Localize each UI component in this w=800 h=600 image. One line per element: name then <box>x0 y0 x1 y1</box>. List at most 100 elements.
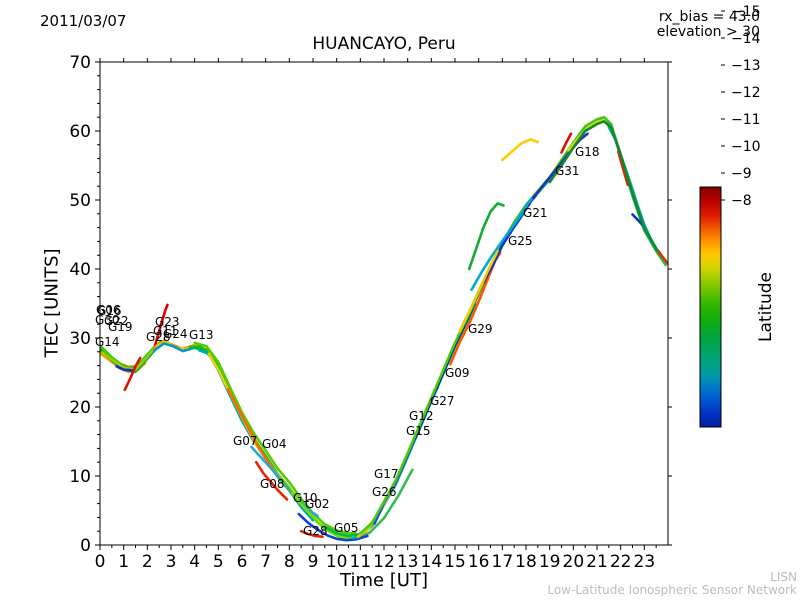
x-tick-label: 7 <box>260 552 271 572</box>
latitude-colorbar <box>699 186 722 428</box>
sat-label-G19: G19 <box>108 320 133 334</box>
y-tick-label: 0 <box>80 536 91 556</box>
sat-label-G31: G31 <box>555 164 580 178</box>
x-tick-label: 21 <box>586 552 608 572</box>
x-tick-label: 15 <box>444 552 466 572</box>
track-g2 <box>193 341 357 535</box>
lisn-logo-text: LISN <box>770 570 797 584</box>
sat-label-G22: G22 <box>104 314 129 328</box>
sat-label-G06: G06 <box>96 303 121 317</box>
x-tick-label: 1 <box>118 552 129 572</box>
x-tick-label: 23 <box>634 552 656 572</box>
sat-label-G30: G30 <box>95 313 120 327</box>
x-tick-label: 14 <box>421 552 443 572</box>
sat-label-G28: G28 <box>303 524 328 538</box>
track-r-d <box>560 132 573 154</box>
colorbar-tick-label: −9 <box>731 166 752 182</box>
x-tick-label: 2 <box>142 552 153 572</box>
colorbar-tick-label: −13 <box>731 58 761 74</box>
track-G19 <box>101 347 156 372</box>
sat-label-G18: G18 <box>575 145 600 159</box>
track-g6 <box>548 120 667 263</box>
colorbar-tick-label: −8 <box>731 193 752 209</box>
y-tick-label: 40 <box>69 260 91 280</box>
track-G30 <box>115 364 135 372</box>
track-y4 <box>458 249 499 333</box>
sat-label-G11: G11 <box>153 324 178 338</box>
track-g3 <box>358 115 667 535</box>
elevation-label: elevation > 30 <box>656 24 760 40</box>
x-tick-label: 18 <box>515 552 537 572</box>
x-tick-label: 0 <box>95 552 106 572</box>
y-tick-label: 30 <box>69 329 91 349</box>
sat-label-G05: G05 <box>334 521 359 535</box>
sat-label-G28: G28 <box>146 330 171 344</box>
x-tick-label: 11 <box>350 552 372 572</box>
y-tick-label: 50 <box>69 191 91 211</box>
colorbar-tick-label: −12 <box>731 85 761 101</box>
receiver-info: rx_bias = 43.0 elevation > 30 <box>657 10 760 40</box>
sat-label-G13: G13 <box>189 328 214 342</box>
x-tick-label: 12 <box>373 552 395 572</box>
sat-label-G21: G21 <box>523 206 548 220</box>
x-tick-label: 5 <box>213 552 224 572</box>
x-tick-label: 6 <box>237 552 248 572</box>
sat-label-G29: G29 <box>468 322 493 336</box>
sat-label-G02: G02 <box>305 497 330 511</box>
y-tick-label: 10 <box>69 467 91 487</box>
x-tick-label: 8 <box>284 552 295 572</box>
colorbar-tick-label: −15 <box>731 4 761 20</box>
sat-label-G04: G04 <box>262 437 287 451</box>
sat-label-G24: G24 <box>163 327 188 341</box>
sat-label-G15: G15 <box>406 424 431 438</box>
track-G28e <box>297 512 369 542</box>
track-G21 <box>470 169 559 292</box>
sat-label-G17: G17 <box>374 467 399 481</box>
sat-label-G27: G27 <box>430 394 455 408</box>
x-tick-label: 22 <box>610 552 632 572</box>
track-g-hook <box>467 202 505 271</box>
lisn-network-name: Low-Latitude Ionospheric Sensor Network <box>547 583 797 597</box>
sat-label-G16: G16 <box>97 304 122 318</box>
sat-label-G23: G23 <box>155 315 180 329</box>
track-r-f <box>657 249 668 265</box>
date-label: 2011/03/07 <box>40 12 127 30</box>
track-b-e <box>631 213 645 227</box>
sat-label-G10: G10 <box>293 491 318 505</box>
track-G18 <box>463 118 667 326</box>
plot-title: HUANCAYO, Peru <box>312 34 456 54</box>
x-axis-label: Time [UT] <box>340 570 428 591</box>
tracks-layer <box>100 115 668 542</box>
track-G29 <box>448 251 502 366</box>
rx-bias-label: rx_bias = 43.0 <box>658 9 760 25</box>
sat-label-G07: G07 <box>233 434 258 448</box>
sat-label-G09: G09 <box>445 366 470 380</box>
sat-label-G26: G26 <box>372 485 397 499</box>
sat-label-G08: G08 <box>260 477 285 491</box>
track-r-e <box>616 150 630 187</box>
y-tick-label: 70 <box>69 53 91 73</box>
track-r-b <box>299 529 324 539</box>
x-tick-label: 9 <box>308 552 319 572</box>
colorbar-label: Latitude <box>756 272 776 342</box>
sat-label-G14: G14 <box>95 335 120 349</box>
x-tick-label: 4 <box>189 552 200 572</box>
x-tick-label: 19 <box>539 552 561 572</box>
track-y2 <box>500 138 540 162</box>
sat-label-G12: G12 <box>409 409 434 423</box>
y-tick-label: 20 <box>69 398 91 418</box>
y-axis-label: TEC [UNITS] <box>41 248 63 358</box>
colorbar-tick-label: −10 <box>731 139 761 155</box>
colorbar-tick-label: −11 <box>731 112 761 128</box>
track-G08 <box>254 460 289 501</box>
x-tick-label: 3 <box>166 552 177 572</box>
track-G23 <box>153 303 169 350</box>
colorbar-tick-label: −14 <box>731 31 761 47</box>
y-tick-label: 60 <box>69 122 91 142</box>
x-tick-label: 20 <box>563 552 585 572</box>
x-tick-label: 10 <box>326 552 348 572</box>
x-tick-label: 17 <box>492 552 514 572</box>
x-tick-label: 13 <box>397 552 419 572</box>
sat-label-G25: G25 <box>508 234 533 248</box>
